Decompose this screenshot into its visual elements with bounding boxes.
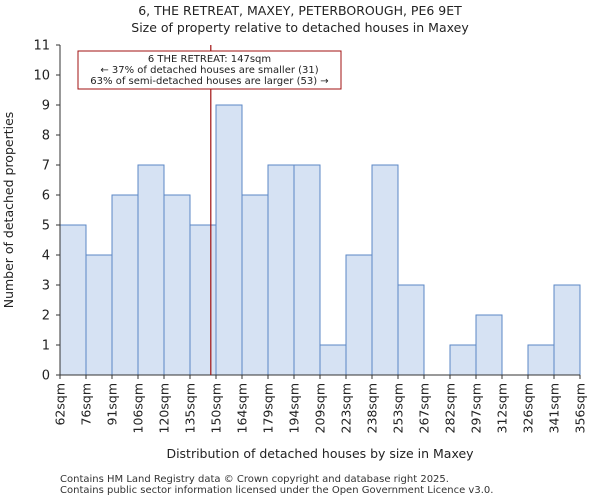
x-tick-label: 312sqm xyxy=(495,383,510,433)
bar xyxy=(293,164,321,376)
bar xyxy=(527,344,555,376)
x-tick-label: 106sqm xyxy=(131,383,146,433)
x-tick-label: 164sqm xyxy=(235,383,250,433)
y-tick-label: 8 xyxy=(42,129,50,144)
bar xyxy=(111,194,139,376)
footer-line-1: Contains HM Land Registry data © Crown c… xyxy=(60,474,449,485)
chart-title: 6, THE RETREAT, MAXEY, PETERBOROUGH, PE6… xyxy=(138,3,462,18)
x-tick-label: 150sqm xyxy=(209,383,224,433)
x-axis-label: Distribution of detached houses by size … xyxy=(166,446,474,461)
x-tick-label: 238sqm xyxy=(365,383,380,433)
x-tick-label: 267sqm xyxy=(417,383,432,433)
bar xyxy=(397,284,425,376)
footer-line-2: Contains public sector information licen… xyxy=(60,485,494,496)
x-tick-label: 326sqm xyxy=(521,383,536,433)
annotation-line-1: 6 THE RETREAT: 147sqm xyxy=(148,54,271,65)
y-tick-label: 4 xyxy=(42,249,50,264)
y-tick-label: 0 xyxy=(42,369,50,384)
y-tick-label: 11 xyxy=(33,39,50,54)
y-axis-label: Number of detached properties xyxy=(1,112,16,309)
chart-subtitle: Size of property relative to detached ho… xyxy=(131,20,469,35)
x-tick-label: 297sqm xyxy=(469,383,484,433)
y-tick-label: 3 xyxy=(42,279,50,294)
x-tick-label: 341sqm xyxy=(547,383,562,433)
annotation-line-3: 63% of semi-detached houses are larger (… xyxy=(90,76,328,87)
x-tick-label: 223sqm xyxy=(339,383,354,433)
y-tick-label: 7 xyxy=(42,159,50,174)
x-tick-label: 179sqm xyxy=(261,383,276,433)
y-tick-label: 9 xyxy=(42,99,50,114)
bar xyxy=(267,164,295,376)
x-tick-label: 356sqm xyxy=(573,383,588,433)
annotation-box xyxy=(77,50,342,90)
bar xyxy=(319,344,347,376)
x-tick-label: 135sqm xyxy=(183,383,198,433)
x-tick-label: 209sqm xyxy=(313,383,328,433)
x-tick-label: 194sqm xyxy=(287,383,302,433)
x-tick-label: 120sqm xyxy=(157,383,172,433)
x-tick-label: 62sqm xyxy=(53,383,68,426)
bar xyxy=(449,344,477,376)
y-tick-label: 6 xyxy=(42,189,50,204)
y-tick-label: 1 xyxy=(42,339,50,354)
bar xyxy=(137,164,165,376)
y-tick-label: 10 xyxy=(33,69,50,84)
annotation-line-2: ← 37% of detached houses are smaller (31… xyxy=(100,65,318,76)
bar xyxy=(59,224,87,376)
y-tick-label: 2 xyxy=(42,309,50,324)
x-tick-label: 76sqm xyxy=(79,383,94,426)
bar xyxy=(189,224,217,376)
y-tick-label: 5 xyxy=(42,219,50,234)
bar xyxy=(553,284,581,376)
bar xyxy=(475,314,503,376)
x-tick-label: 253sqm xyxy=(391,383,406,433)
bar xyxy=(345,254,373,376)
bar xyxy=(163,194,191,376)
x-tick-label: 282sqm xyxy=(443,383,458,433)
bar xyxy=(371,164,399,376)
bar xyxy=(215,104,243,376)
bar xyxy=(85,254,113,376)
bar xyxy=(241,194,269,376)
x-tick-label: 91sqm xyxy=(105,383,120,426)
